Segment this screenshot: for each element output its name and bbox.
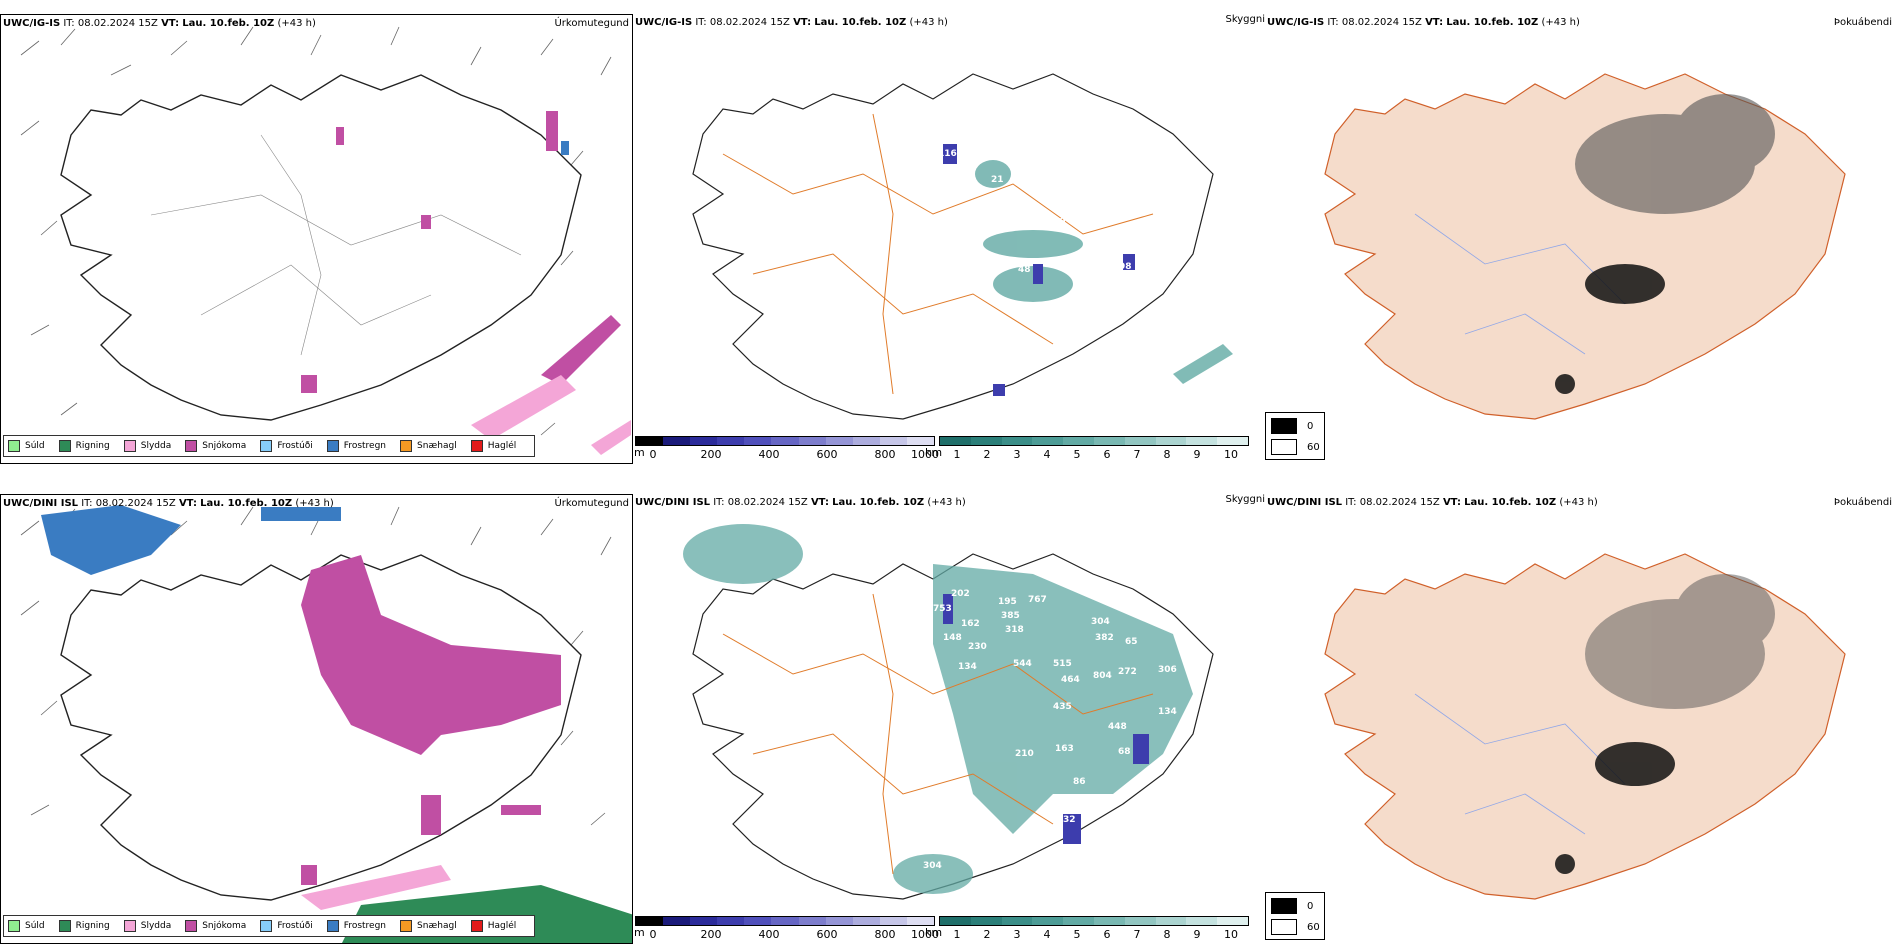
fog-map-svg-top [1324, 73, 1846, 420]
legend-item: Rigning [58, 440, 110, 452]
precip-label-top: Úrkomutegund [554, 18, 629, 29]
legend-item: Frostregn [326, 440, 386, 452]
visibility-colorbar-top: 1 2 3 4 5 6 7 8 9 10 km [925, 436, 1249, 464]
cloud-title-bottom: UWC/DINI ISL IT: 08.02.2024 15Z VT: Lau.… [635, 497, 966, 508]
precip-label-bottom: Úrkomutegund [554, 498, 629, 509]
cloud-number: 12 [1063, 337, 1076, 347]
legend-item: Haglél [470, 920, 516, 932]
cloud-number: 210 [1015, 749, 1034, 759]
cloud-number: 31 [1051, 259, 1064, 269]
cloud-number: 163 [1055, 744, 1074, 754]
fog-title-top: UWC/IG-IS IT: 08.02.2024 15Z VT: Lau. 10… [1267, 17, 1580, 28]
fog-legend-bottom: 0 60 [1265, 892, 1325, 940]
legend-item: Haglél [470, 440, 516, 452]
cloud-base-colorbar-bottom: 0 200 400 600 800 1000 m [634, 916, 939, 944]
cloud-number: 20 [1053, 217, 1066, 227]
legend-item: Snjókoma [185, 920, 246, 932]
visibility-colorbar-bottom: 1 2 3 4 5 6 7 8 9 10 km [925, 916, 1249, 944]
cloud-number: 753 [933, 604, 952, 614]
cloud-number: 385 [1001, 611, 1020, 621]
cloud-number: 448 [1108, 722, 1127, 732]
precip-type-map-top: UWC/IG-IS IT: 08.02.2024 15Z VT: Lau. 10… [0, 14, 633, 464]
iceland-outline-bottom [60, 554, 582, 901]
cloud-title-top: UWC/IG-IS IT: 08.02.2024 15Z VT: Lau. 10… [635, 17, 948, 28]
cloud-number: 134 [958, 662, 977, 672]
cloud-number: 272 [1118, 667, 1137, 677]
cloud-number: 304 [923, 861, 942, 871]
precip-title-bottom: UWC/DINI ISL IT: 08.02.2024 15Z VT: Lau.… [3, 498, 334, 509]
cloud-map-svg-top: 116 18 21 20 48 31 98 12 [692, 73, 1233, 420]
legend-item: Súld [8, 440, 45, 452]
precip-map-svg-bottom [20, 505, 632, 943]
fog-legend-top: 0 60 [1265, 412, 1325, 460]
cloud-base-colorbar-top: 0 200 400 600 800 1000 m [634, 436, 939, 464]
fog-map-bottom: UWC/DINI ISL IT: 08.02.2024 15Z VT: Lau.… [1265, 494, 1900, 944]
cloud-number: 306 [1158, 665, 1177, 675]
legend-item: Snæhagl [400, 440, 457, 452]
cloud-label-bottom: Skyggni [1225, 494, 1265, 505]
precip-type-map-bottom: UWC/DINI ISL IT: 08.02.2024 15Z VT: Lau.… [0, 494, 633, 944]
cloud-number: 86 [1073, 777, 1086, 787]
cloud-number: 116 [938, 149, 957, 159]
cloud-number: 68 [1118, 747, 1131, 757]
cloud-number: 195 [998, 597, 1017, 607]
cloud-number: 21 [991, 175, 1004, 185]
fog-label-bottom: Þokuábendi [1833, 497, 1892, 508]
precip-legend-top: Súld Rigning Slydda Snjókoma Frostúði Fr… [3, 435, 536, 457]
fog-map-top: UWC/IG-IS IT: 08.02.2024 15Z VT: Lau. 10… [1265, 14, 1900, 464]
legend-item: Frostúði [260, 920, 313, 932]
precip-legend-bottom: Súld Rigning Slydda Snjókoma Frostúði Fr… [3, 915, 536, 937]
cloud-number: 230 [968, 642, 987, 652]
cloud-number: 148 [943, 633, 962, 643]
cloud-number: 48 [1018, 265, 1031, 275]
cloud-number: 318 [1005, 625, 1024, 635]
cloud-number: 435 [1053, 702, 1072, 712]
cloud-number: 804 [1093, 671, 1112, 681]
cloud-label-top: Skyggni [1225, 14, 1265, 25]
fog-title-bottom: UWC/DINI ISL IT: 08.02.2024 15Z VT: Lau.… [1267, 497, 1598, 508]
cloud-number: 65 [1125, 637, 1138, 647]
fog-map-svg-bottom [1324, 553, 1846, 900]
cloud-map-svg-bottom: 202 753 162 148 230 134 195 385 318 767 … [683, 524, 1214, 900]
cloud-number: 98 [1119, 262, 1132, 272]
cloud-number: 464 [1061, 675, 1080, 685]
legend-item: Súld [8, 920, 45, 932]
cloud-number: 162 [961, 619, 980, 629]
cloud-number: 202 [951, 589, 970, 599]
precip-title-top: UWC/IG-IS IT: 08.02.2024 15Z VT: Lau. 10… [3, 18, 316, 29]
fog-label-top: Þokuábendi [1833, 17, 1892, 28]
cloud-map-top: 116 18 21 20 48 31 98 12 UWC/IG-IS IT: 0… [633, 14, 1265, 464]
legend-item: Slydda [123, 440, 171, 452]
cloud-number: 32 [1063, 815, 1076, 825]
cloud-number: 134 [1158, 707, 1177, 717]
cloud-number: 382 [1095, 633, 1114, 643]
cloud-number: 304 [1091, 617, 1110, 627]
legend-item: Snæhagl [400, 920, 457, 932]
precip-map-svg-top [20, 26, 631, 455]
cloud-number: 544 [1013, 659, 1032, 669]
legend-item: Frostúði [260, 440, 313, 452]
iceland-outline-top [60, 74, 582, 421]
cloud-number: 515 [1053, 659, 1072, 669]
legend-item: Frostregn [326, 920, 386, 932]
cloud-number: 767 [1028, 595, 1047, 605]
legend-item: Snjókoma [185, 440, 246, 452]
cloud-number: 18 [961, 137, 974, 147]
legend-item: Rigning [58, 920, 110, 932]
legend-item: Slydda [123, 920, 171, 932]
cloud-map-bottom: 202 753 162 148 230 134 195 385 318 767 … [633, 494, 1265, 944]
